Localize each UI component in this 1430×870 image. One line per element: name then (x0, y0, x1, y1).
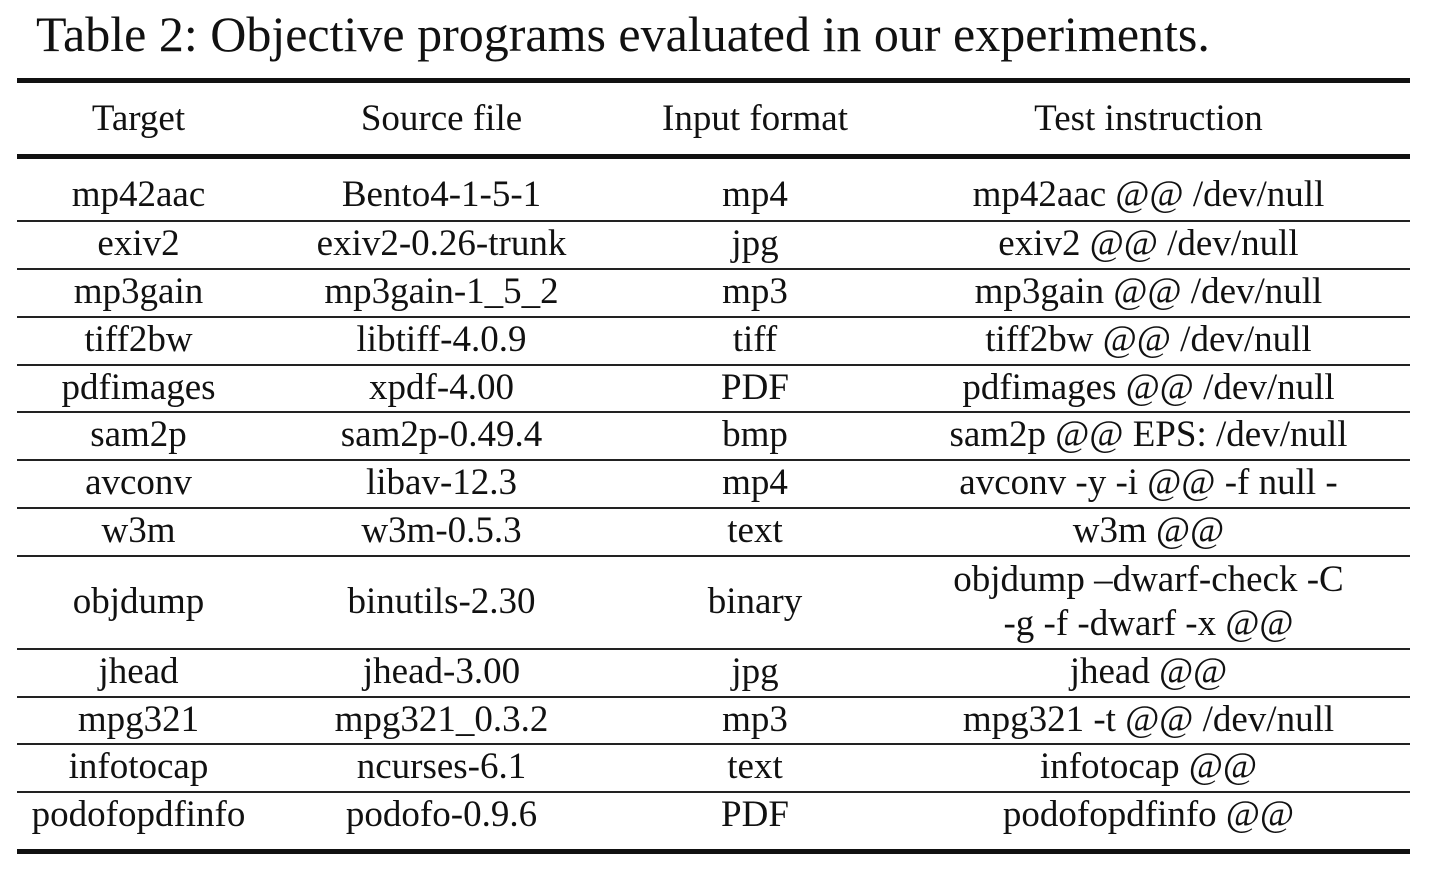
cell-instruction-line: -g -f -dwarf -x @@ (1003, 602, 1294, 644)
table-row: tiff2bw libtiff-4.0.9 tiff tiff2bw @@ /d… (17, 316, 1410, 364)
cell-instruction: mp3gain @@ /dev/null (974, 271, 1323, 312)
cell-source: libav-12.3 (365, 462, 518, 503)
cell-target: infotocap (68, 746, 209, 787)
cell-format: mp3 (722, 699, 788, 740)
header-input-format: Input format (662, 98, 848, 139)
table-row: w3m w3m-0.5.3 text w3m @@ (17, 507, 1410, 555)
table-row: objdump binutils-2.30 binary objdump –dw… (17, 555, 1410, 648)
cell-target: w3m (101, 510, 176, 551)
cell-source: exiv2-0.26-trunk (316, 223, 567, 264)
cell-format: text (727, 510, 783, 551)
cell-instruction: jhead @@ (1069, 651, 1228, 692)
table-row: sam2p sam2p-0.49.4 bmp sam2p @@ EPS: /de… (17, 411, 1410, 459)
cell-target: mp3gain (73, 271, 204, 312)
cell-source: xpdf-4.00 (369, 367, 514, 408)
table-row: exiv2 exiv2-0.26-trunk jpg exiv2 @@ /dev… (17, 220, 1410, 268)
cell-source: ncurses-6.1 (356, 746, 527, 787)
row-divider (17, 696, 1410, 698)
row-divider (17, 459, 1410, 461)
cell-format: mp3 (722, 271, 788, 312)
cell-target: tiff2bw (84, 319, 193, 360)
cell-instruction: avconv -y -i @@ -f null - (959, 462, 1338, 503)
row-divider (17, 316, 1410, 318)
row-divider (17, 743, 1410, 745)
table-row: podofopdfinfo podofo-0.9.6 PDF podofopdf… (17, 791, 1410, 839)
cell-format: bmp (722, 414, 788, 455)
cell-source: sam2p-0.49.4 (340, 414, 543, 455)
row-divider (17, 791, 1410, 793)
table-row: mp42aac Bento4-1-5-1 mp4 mp42aac @@ /dev… (17, 171, 1410, 219)
table-row: pdfimages xpdf-4.00 PDF pdfimages @@ /de… (17, 364, 1410, 412)
table-row: avconv libav-12.3 mp4 avconv -y -i @@ -f… (17, 459, 1410, 507)
cell-target: mp42aac (71, 174, 206, 215)
row-divider (17, 220, 1410, 222)
cell-format: PDF (721, 794, 789, 835)
cell-format: jpg (731, 651, 779, 692)
cell-source: podofo-0.9.6 (345, 794, 538, 835)
header-row: Target Source file Input format Test ins… (17, 88, 1410, 150)
cell-source: jhead-3.00 (362, 651, 521, 692)
table-row: infotocap ncurses-6.1 text infotocap @@ (17, 743, 1410, 791)
header-target: Target (91, 98, 186, 139)
cell-instruction: mp42aac @@ /dev/null (972, 174, 1325, 215)
cell-format: text (727, 746, 783, 787)
cell-source: w3m-0.5.3 (361, 510, 522, 551)
cell-instruction-line: objdump –dwarf-check -C (953, 558, 1344, 600)
header-rule (17, 154, 1410, 159)
cell-source: mpg321_0.3.2 (334, 699, 549, 740)
cell-instruction: exiv2 @@ /dev/null (998, 223, 1299, 264)
cell-format: mp4 (722, 462, 788, 503)
cell-target: avconv (85, 462, 192, 503)
cell-instruction: podofopdfinfo @@ (1002, 794, 1295, 835)
cell-target: podofopdfinfo (31, 794, 246, 835)
cell-instruction: objdump –dwarf-check -C -g -f -dwarf -x … (887, 555, 1410, 648)
cell-source: mp3gain-1_5_2 (324, 271, 559, 312)
header-test-instruction: Test instruction (1034, 98, 1263, 139)
cell-instruction: pdfimages @@ /dev/null (962, 367, 1335, 408)
cell-format: jpg (731, 223, 779, 264)
cell-target: objdump (72, 580, 205, 622)
cell-source: Bento4-1-5-1 (341, 174, 542, 215)
table-row: mp3gain mp3gain-1_5_2 mp3 mp3gain @@ /de… (17, 268, 1410, 316)
cell-format: tiff (732, 319, 778, 360)
table-row: mpg321 mpg321_0.3.2 mp3 mpg321 -t @@ /de… (17, 696, 1410, 744)
cell-instruction: mpg321 -t @@ /dev/null (962, 699, 1335, 740)
cell-target: mpg321 (77, 699, 200, 740)
header-source-file: Source file (360, 98, 523, 139)
top-rule (17, 78, 1410, 83)
table-row: jhead jhead-3.00 jpg jhead @@ (17, 648, 1410, 696)
cell-target: pdfimages (61, 367, 216, 408)
row-divider (17, 555, 1410, 557)
cell-target: sam2p (90, 414, 187, 455)
row-divider (17, 507, 1410, 509)
cell-target: jhead (98, 651, 179, 692)
table-caption: Table 2: Objective programs evaluated in… (36, 6, 1210, 62)
row-divider (17, 364, 1410, 366)
bottom-rule (17, 849, 1410, 854)
row-divider (17, 648, 1410, 650)
cell-format: mp4 (722, 174, 788, 215)
cell-target: exiv2 (97, 223, 180, 264)
cell-source: libtiff-4.0.9 (356, 319, 527, 360)
cell-instruction: sam2p @@ EPS: /dev/null (949, 414, 1348, 455)
cell-instruction: infotocap @@ (1039, 746, 1258, 787)
cell-instruction: w3m @@ (1072, 510, 1225, 551)
cell-instruction: tiff2bw @@ /dev/null (985, 319, 1312, 360)
cell-format: PDF (721, 367, 789, 408)
cell-source: binutils-2.30 (347, 580, 536, 622)
row-divider (17, 411, 1410, 413)
row-divider (17, 268, 1410, 270)
cell-format: binary (707, 580, 803, 622)
